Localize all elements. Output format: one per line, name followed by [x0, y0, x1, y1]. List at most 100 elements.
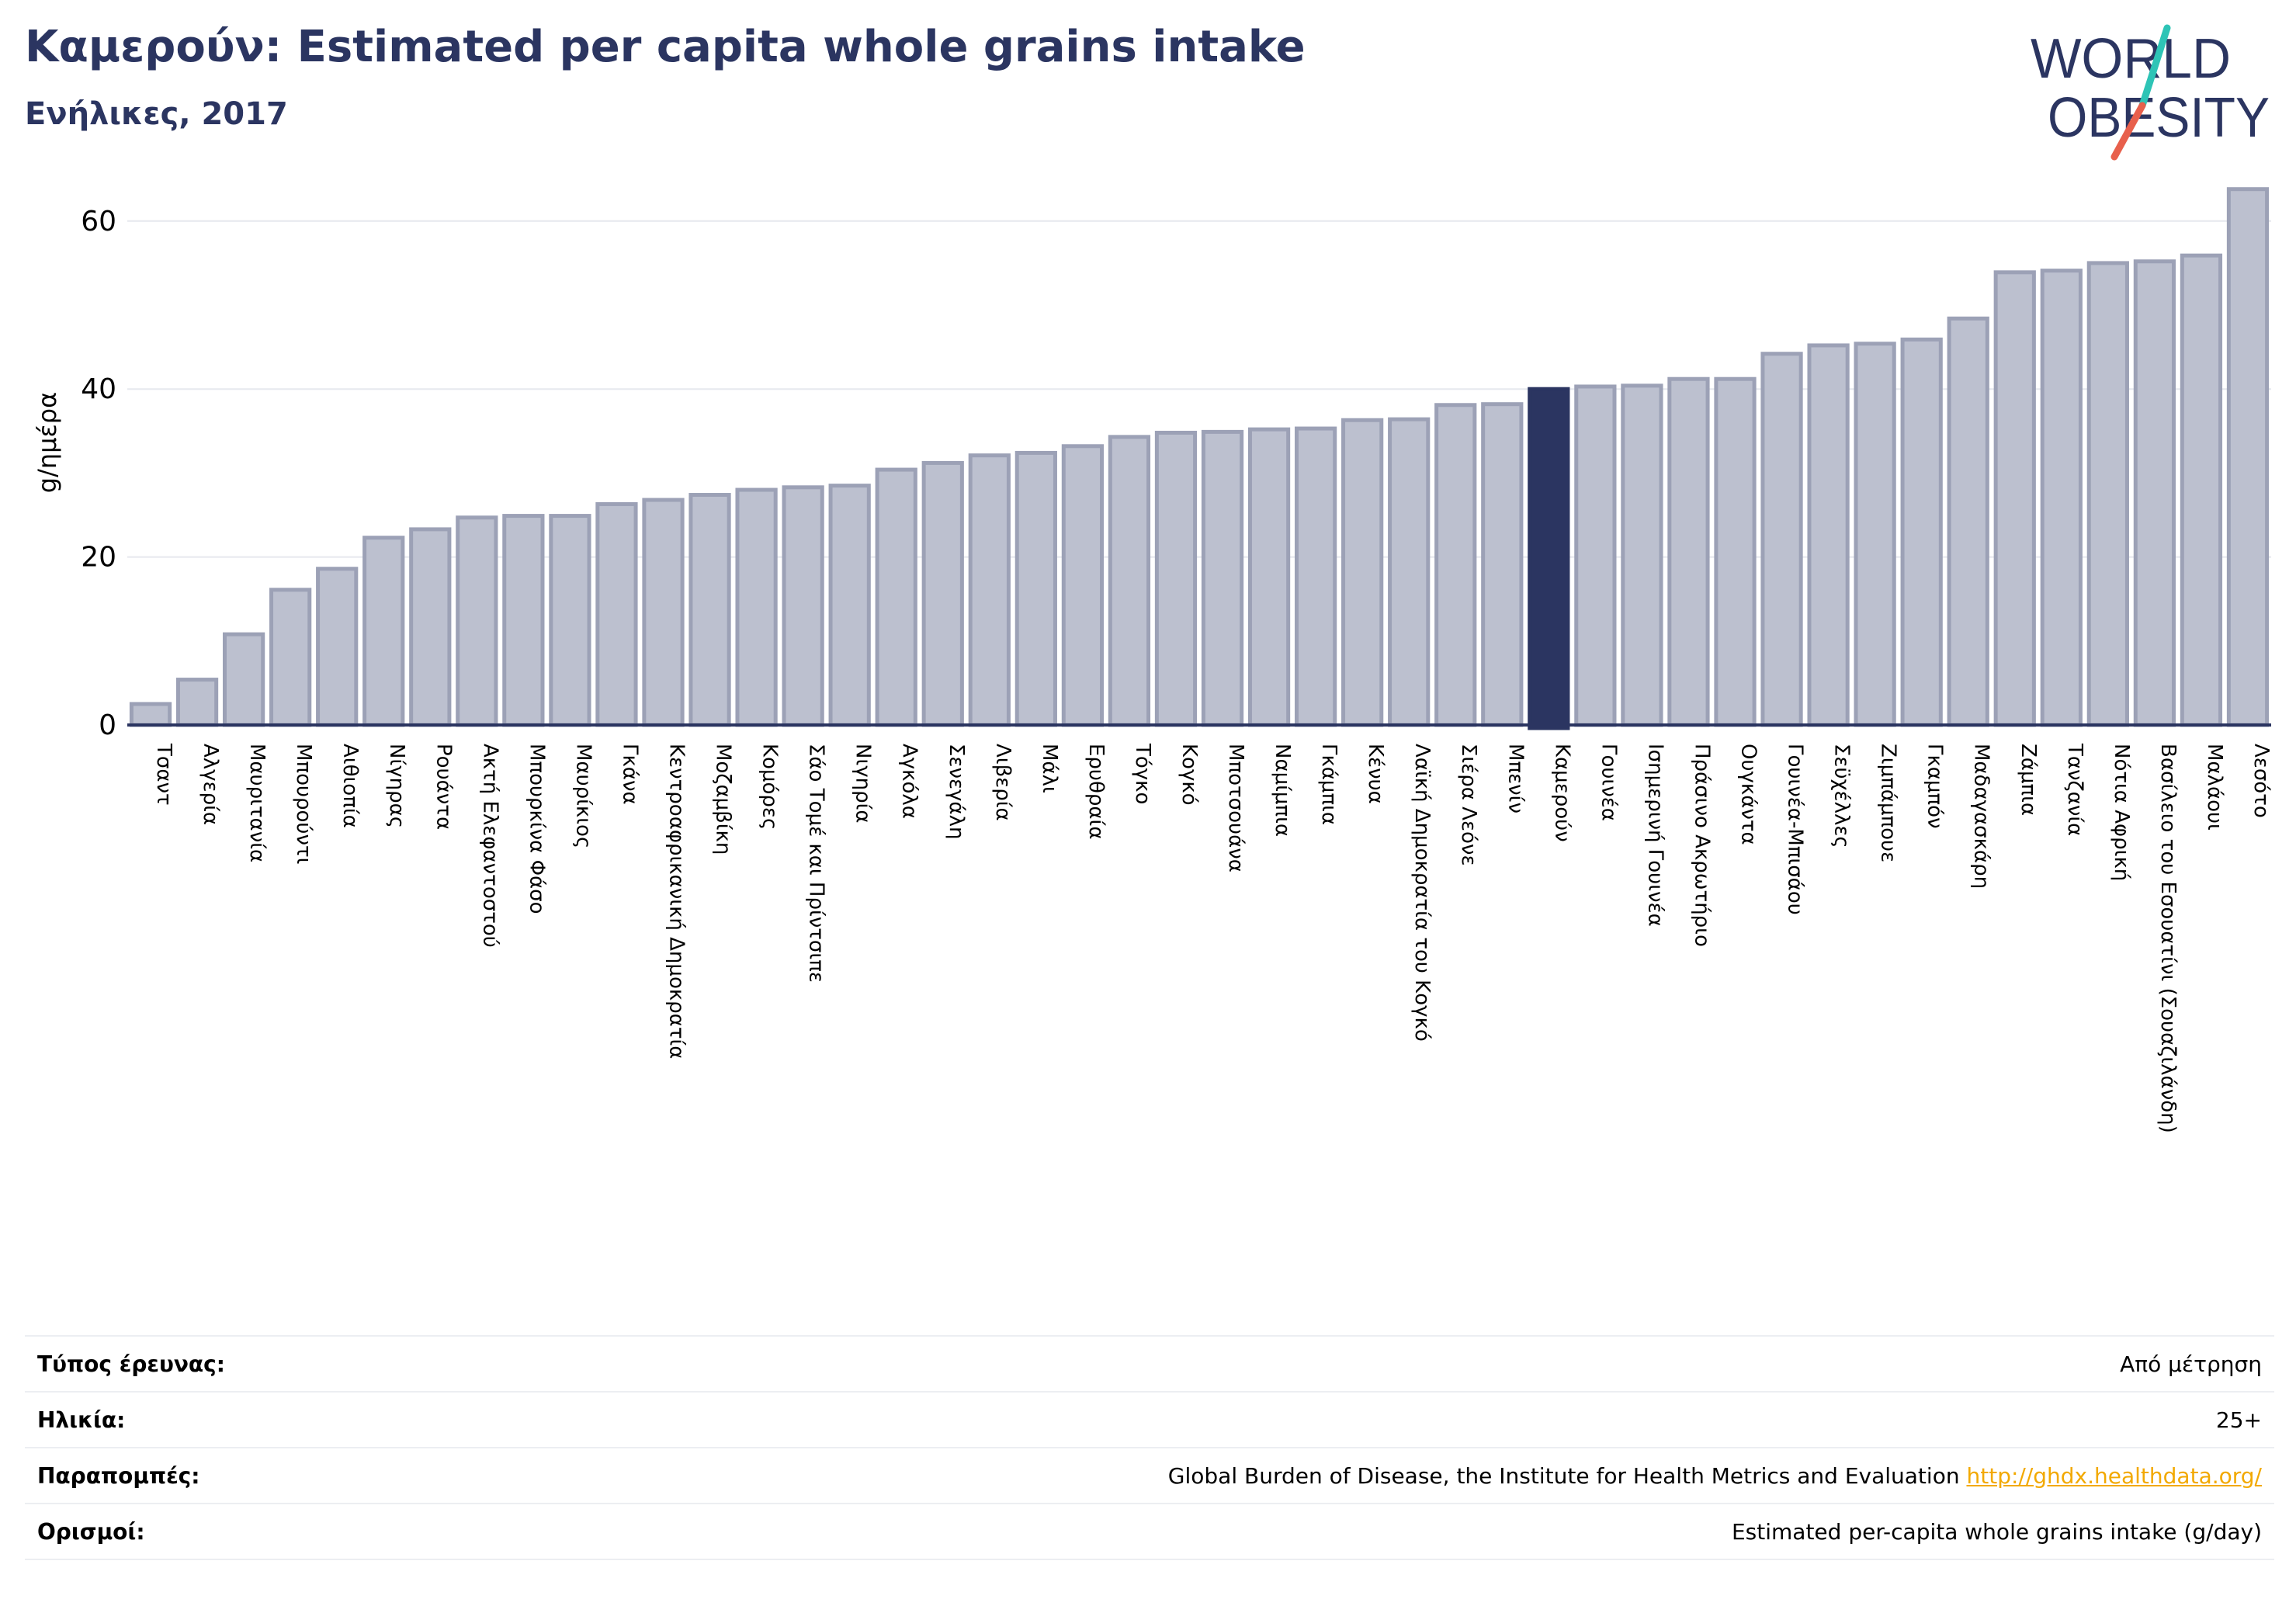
bar[interactable] — [316, 567, 359, 727]
x-tick-label: Νιγηρία — [851, 744, 875, 824]
x-tick-label: Σάο Τομέ και Πρίντσιπε — [805, 744, 828, 983]
bar[interactable] — [2133, 259, 2176, 727]
bar[interactable] — [502, 514, 545, 727]
bar[interactable] — [456, 515, 498, 727]
x-tick-label: Μπουρκίνα Φάσο — [525, 744, 548, 914]
world-obesity-logo: WORLD OBESITY — [2031, 24, 2270, 161]
bar[interactable] — [642, 498, 685, 727]
info-row-survey-type: Τύπος έρευνας: Από μέτρηση — [25, 1336, 2274, 1392]
bar[interactable] — [1807, 343, 1850, 727]
x-tick-label: Γκαμπόν — [1923, 744, 1947, 829]
x-tick-label: Ουγκάντα — [1737, 744, 1760, 845]
bar[interactable] — [409, 527, 452, 727]
reference-text: Global Burden of Disease, the Institute … — [1167, 1462, 1960, 1489]
logo-slash-top — [2138, 24, 2171, 109]
bar[interactable] — [1621, 383, 1663, 727]
info-value: 25+ — [2215, 1406, 2262, 1433]
x-tick-label: Σενεγάλη — [945, 744, 968, 839]
x-tick-label: Ζάμπια — [2017, 744, 2040, 816]
info-table: Τύπος έρευνας: Από μέτρηση Ηλικία: 25+ Π… — [25, 1335, 2274, 1560]
bar-highlighted[interactable] — [1528, 387, 1570, 730]
bar[interactable] — [782, 485, 824, 727]
x-tick-label: Μπουρούντι — [292, 744, 315, 864]
x-tick-label: Κεντροαφρικανική Δημοκρατία — [665, 744, 688, 1059]
bar[interactable] — [269, 588, 312, 727]
bar[interactable] — [2180, 253, 2223, 727]
info-label: Τύπος έρευνας: — [37, 1351, 225, 1377]
x-tick-label: Τσαντ — [152, 743, 175, 806]
x-tick-labels: Τσαντ Αλγερία Μαυριτανία Μπουρούντι Αιθιοπία… — [152, 743, 2273, 1133]
bar[interactable] — [595, 501, 638, 727]
x-tick-label: Μποτσουάνα — [1224, 744, 1247, 872]
info-value: Από μέτρηση — [2120, 1351, 2262, 1377]
bar[interactable] — [1481, 402, 1524, 727]
bar[interactable] — [1714, 376, 1757, 727]
x-tick-label: Μοζαμβίκη — [712, 744, 735, 855]
info-row-references: Παραπομπές: Global Burden of Disease, th… — [25, 1448, 2274, 1504]
x-tick-label: Σεϋχέλλες — [1830, 744, 1854, 848]
bar[interactable] — [1900, 337, 1943, 727]
bar[interactable] — [1201, 429, 1244, 727]
bar[interactable] — [1388, 417, 1431, 727]
bar[interactable] — [1434, 403, 1477, 727]
bar[interactable] — [1854, 342, 1896, 727]
x-tick-label: Ρουάντα — [432, 744, 455, 830]
bar[interactable] — [1061, 444, 1105, 727]
x-tick-label: Νότια Αφρική — [2110, 744, 2133, 881]
bar[interactable] — [735, 487, 778, 727]
bar[interactable] — [1760, 352, 1803, 727]
x-tick-label: Καμερούν — [1550, 744, 1573, 842]
bar[interactable] — [1247, 427, 1291, 727]
bar[interactable] — [1993, 270, 2036, 727]
x-tick-label: Αγκόλα — [898, 744, 921, 819]
bar[interactable] — [1154, 430, 1198, 727]
bar[interactable] — [1667, 376, 1710, 727]
info-label: Παραπομπές: — [37, 1462, 200, 1489]
bar[interactable] — [1341, 418, 1384, 727]
logo-slash-bottom — [2110, 102, 2146, 161]
x-tick-label: Σιέρα Λεόνε — [1457, 744, 1480, 866]
bar[interactable] — [2226, 187, 2270, 727]
bar[interactable] — [875, 467, 917, 727]
x-tick-label: Ακτή Ελεφαντοστού — [478, 744, 501, 948]
bar[interactable] — [175, 678, 219, 727]
bar[interactable] — [1014, 450, 1057, 727]
info-value-references: Global Burden of Disease, the Institute … — [384, 1448, 2274, 1504]
x-tick-label: Γουινέα-Μπισάου — [1784, 744, 1807, 915]
x-tick-label: Γουινέα — [1597, 744, 1620, 821]
x-tick-label: Ερυθραία — [1084, 744, 1108, 839]
x-tick-label: Τανζανία — [2063, 743, 2086, 836]
x-tick-label: Μαυρίκιος — [571, 744, 595, 848]
x-tick-label: Αιθιοπία — [338, 744, 362, 828]
x-tick-label: Αλγερία — [199, 744, 222, 825]
y-tick-label: 0 — [99, 709, 116, 741]
y-tick-label: 60 — [81, 206, 116, 238]
x-tick-label: Μάλι — [1038, 744, 1061, 793]
bar[interactable] — [129, 702, 172, 727]
x-tick-label: Μαδαγασκάρη — [1970, 744, 1993, 889]
reference-link[interactable]: http://ghdx.healthdata.org/ — [1966, 1462, 2262, 1489]
x-tick-label: Κένυα — [1364, 744, 1387, 804]
bar[interactable] — [222, 632, 265, 727]
x-tick-label: Μαλάουι — [2203, 744, 2226, 831]
chart-subtitle: Ενήλικες, 2017 — [25, 96, 288, 132]
y-axis-label: g/ημέρα — [33, 392, 62, 493]
bar[interactable] — [362, 536, 405, 727]
bar[interactable] — [1947, 316, 1989, 727]
x-tick-label: Λιβερία — [991, 744, 1014, 821]
bar[interactable] — [1294, 426, 1337, 727]
bar[interactable] — [828, 484, 871, 727]
bar[interactable] — [921, 460, 964, 727]
bar[interactable] — [1574, 384, 1617, 727]
y-tick-label: 40 — [81, 373, 116, 405]
bar[interactable] — [549, 514, 591, 727]
bar[interactable] — [2086, 261, 2129, 727]
bar[interactable] — [688, 493, 731, 727]
y-tick-label: 20 — [81, 542, 116, 574]
x-tick-label: Ναμίμπια — [1271, 744, 1294, 837]
x-tick-label: Ισημερινή Γουινέα — [1643, 744, 1667, 927]
bar[interactable] — [2040, 269, 2083, 727]
bars — [129, 187, 2270, 730]
bar[interactable] — [1108, 435, 1151, 727]
bar[interactable] — [968, 453, 1011, 727]
